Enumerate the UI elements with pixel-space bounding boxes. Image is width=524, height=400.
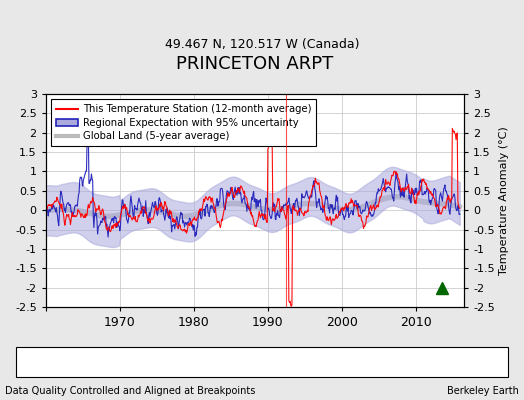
- Text: ▼: ▼: [241, 358, 249, 368]
- Text: Berkeley Earth: Berkeley Earth: [447, 386, 519, 396]
- Text: Record Gap: Record Gap: [155, 358, 211, 368]
- Legend: This Temperature Station (12-month average), Regional Expectation with 95% uncer: This Temperature Station (12-month avera…: [51, 99, 316, 146]
- Text: Station Move: Station Move: [45, 358, 108, 368]
- Text: Time of Obs. Change: Time of Obs. Change: [259, 358, 361, 368]
- Text: 49.467 N, 120.517 W (Canada): 49.467 N, 120.517 W (Canada): [165, 38, 359, 51]
- Text: ▲: ▲: [136, 358, 145, 368]
- Text: ■: ■: [383, 358, 393, 368]
- Text: ◆: ◆: [26, 358, 35, 368]
- Text: Empirical Break: Empirical Break: [401, 358, 477, 368]
- Y-axis label: Temperature Anomaly (°C): Temperature Anomaly (°C): [499, 126, 509, 275]
- Text: Data Quality Controlled and Aligned at Breakpoints: Data Quality Controlled and Aligned at B…: [5, 386, 256, 396]
- Title: PRINCETON ARPT: PRINCETON ARPT: [176, 55, 334, 73]
